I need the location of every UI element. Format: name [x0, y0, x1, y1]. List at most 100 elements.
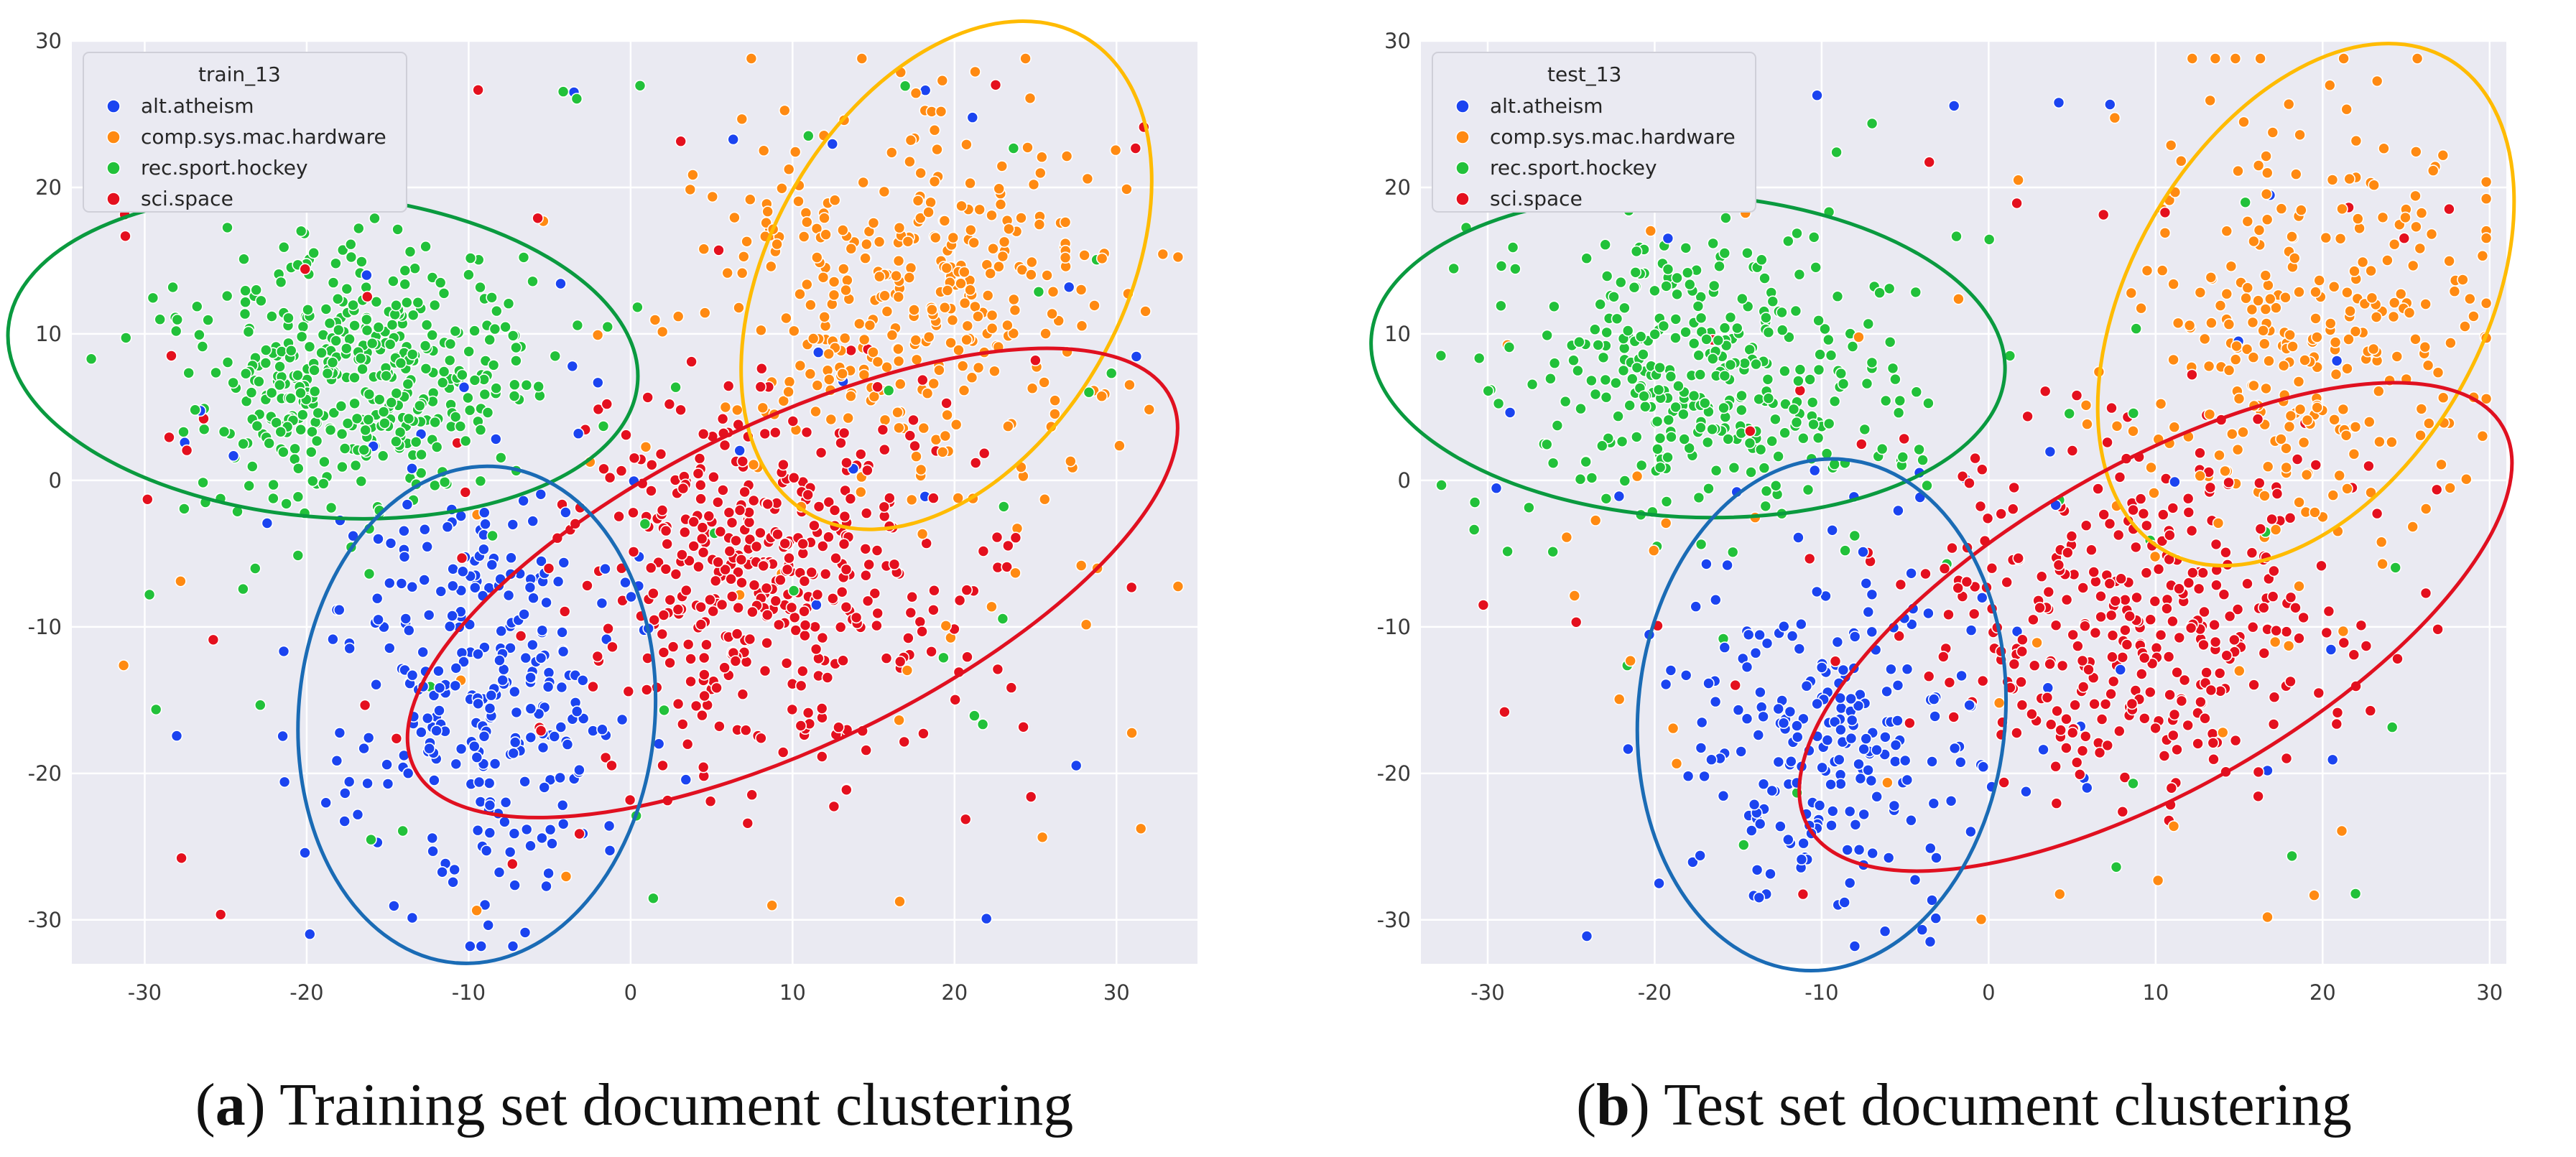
scatter-point-comp-sys-mac-hardware: [2246, 316, 2259, 329]
scatter-point-alt-atheism: [2114, 664, 2127, 676]
scatter-point-rec-sport-hockey: [237, 437, 249, 450]
scatter-point-alt-atheism: [542, 867, 555, 880]
cluster-ellipse-3: [1797, 381, 2514, 873]
scatter-point-sci-space: [2067, 628, 2079, 641]
scatter-point-sci-space: [2035, 570, 2048, 583]
scatter-point-rec-sport-hockey: [1547, 545, 1559, 558]
scatter-point-sci-space: [627, 545, 640, 558]
scatter-point-sci-space: [2113, 725, 2126, 738]
scatter-point-rec-sport-hockey: [182, 366, 195, 379]
scatter-point-rec-sport-hockey: [502, 297, 515, 310]
scatter-point-comp-sys-mac-hardware: [2231, 443, 2244, 456]
scatter-point-comp-sys-mac-hardware: [960, 333, 973, 346]
scatter-point-alt-atheism: [1882, 852, 1895, 864]
scatter-point-rec-sport-hockey: [1631, 361, 1644, 374]
caption-label-a: a: [216, 1072, 246, 1138]
x-axis-ticks-b: -30 -20 -10 0 10 20 30: [1470, 980, 2503, 1005]
scatter-point-rec-sport-hockey: [1738, 357, 1751, 370]
scatter-point-sci-space: [2182, 577, 2195, 589]
scatter-point-comp-sys-mac-hardware: [1009, 304, 1021, 317]
scatter-point-sci-space: [622, 685, 635, 698]
scatter-point-rec-sport-hockey: [167, 281, 179, 294]
scatter-point-rec-sport-hockey: [937, 651, 950, 664]
scatter-point-alt-atheism: [506, 519, 519, 531]
scatter-point-sci-space: [2103, 577, 2116, 590]
scatter-point-sci-space: [2195, 696, 2207, 708]
scatter-point-sci-space: [2134, 493, 2147, 505]
scatter-point-rec-sport-hockey: [1892, 406, 1905, 419]
scatter-point-sci-space: [871, 619, 883, 632]
scatter-point-sci-space: [675, 404, 687, 417]
scatter-point-rec-sport-hockey: [120, 332, 132, 344]
scatter-point-comp-sys-mac-hardware: [2448, 285, 2461, 298]
scatter-point-sci-space: [726, 590, 738, 603]
scatter-point-comp-sys-mac-hardware: [912, 195, 925, 207]
scatter-point-sci-space: [2076, 745, 2089, 757]
scatter-point-rec-sport-hockey: [1681, 266, 1694, 279]
scatter-point-comp-sys-mac-hardware: [859, 252, 871, 264]
scatter-point-alt-atheism: [519, 776, 531, 788]
scatter-point-sci-space: [2016, 699, 2029, 712]
scatter-point-sci-space: [916, 625, 928, 638]
scatter-point-sci-space: [361, 290, 374, 303]
scatter-point-comp-sys-mac-hardware: [2391, 350, 2404, 363]
scatter-point-sci-space: [2348, 649, 2360, 661]
scatter-point-sci-space: [1570, 615, 1583, 628]
caption-text-a: Training set document clustering: [279, 1072, 1073, 1138]
scatter-point-comp-sys-mac-hardware: [794, 288, 806, 300]
scatter-point-comp-sys-mac-hardware: [2275, 433, 2287, 445]
scatter-point-alt-atheism: [1742, 628, 1755, 641]
scatter-point-alt-atheism: [1845, 692, 1857, 705]
scatter-point-rec-sport-hockey: [490, 305, 503, 317]
scatter-point-rec-sport-hockey: [327, 277, 340, 289]
scatter-point-rec-sport-hockey: [362, 413, 375, 426]
scatter-point-rec-sport-hockey: [1662, 414, 1675, 427]
scatter-point-rec-sport-hockey: [1680, 241, 1692, 254]
scatter-point-sci-space: [2041, 691, 2054, 704]
scatter-point-sci-space: [2016, 633, 2029, 646]
scatter-point-sci-space: [777, 458, 789, 471]
scatter-point-alt-atheism: [468, 581, 481, 594]
scatter-point-sci-space: [736, 455, 749, 468]
scatter-point-comp-sys-mac-hardware: [904, 261, 917, 274]
scatter-point-alt-atheism: [277, 645, 290, 658]
scatter-point-sci-space: [797, 665, 809, 677]
scatter-point-alt-atheism: [1909, 873, 1922, 886]
scatter-point-sci-space: [914, 615, 927, 628]
legend-label: sci.space: [141, 187, 233, 210]
scatter-point-sci-space: [798, 575, 811, 587]
scatter-point-sci-space: [977, 545, 990, 557]
scatter-point-alt-atheism: [398, 524, 410, 537]
scatter-point-sci-space: [1477, 599, 1490, 611]
scatter-point-rec-sport-hockey: [1797, 432, 1810, 445]
scatter-point-comp-sys-mac-hardware: [1001, 319, 1014, 332]
scatter-point-comp-sys-mac-hardware: [905, 493, 918, 506]
scatter-point-comp-sys-mac-hardware: [1670, 757, 1683, 770]
scatter-point-rec-sport-hockey: [266, 310, 278, 322]
scatter-point-sci-space: [717, 484, 729, 496]
scatter-point-comp-sys-mac-hardware: [2348, 265, 2360, 277]
scatter-point-alt-atheism: [1702, 677, 1715, 689]
scatter-point-rec-sport-hockey: [320, 303, 333, 315]
scatter-point-comp-sys-mac-hardware: [2419, 340, 2432, 353]
scatter-point-comp-sys-mac-hardware: [1088, 299, 1101, 312]
scatter-point-rec-sport-hockey: [1600, 270, 1613, 282]
scatter-point-rec-sport-hockey: [332, 324, 345, 336]
scatter-point-comp-sys-mac-hardware: [2309, 312, 2322, 325]
scatter-point-comp-sys-mac-hardware: [818, 310, 830, 323]
scatter-point-sci-space: [2186, 368, 2198, 381]
scatter-point-rec-sport-hockey: [265, 386, 278, 399]
scatter-point-sci-space: [2184, 622, 2197, 634]
scatter-point-alt-atheism: [1854, 772, 1867, 785]
scatter-point-comp-sys-mac-hardware: [1134, 822, 1147, 835]
scatter-point-comp-sys-mac-hardware: [811, 379, 824, 391]
scatter-point-comp-sys-mac-hardware: [901, 664, 914, 677]
scatter-point-sci-space: [698, 669, 710, 681]
scatter-point-comp-sys-mac-hardware: [873, 236, 886, 248]
scatter-point-rec-sport-hockey: [399, 264, 412, 277]
scatter-point-alt-atheism: [361, 777, 374, 790]
scatter-point-comp-sys-mac-hardware: [893, 422, 905, 435]
scatter-point-alt-atheism: [384, 537, 397, 549]
scatter-point-rec-sport-hockey: [295, 225, 307, 238]
